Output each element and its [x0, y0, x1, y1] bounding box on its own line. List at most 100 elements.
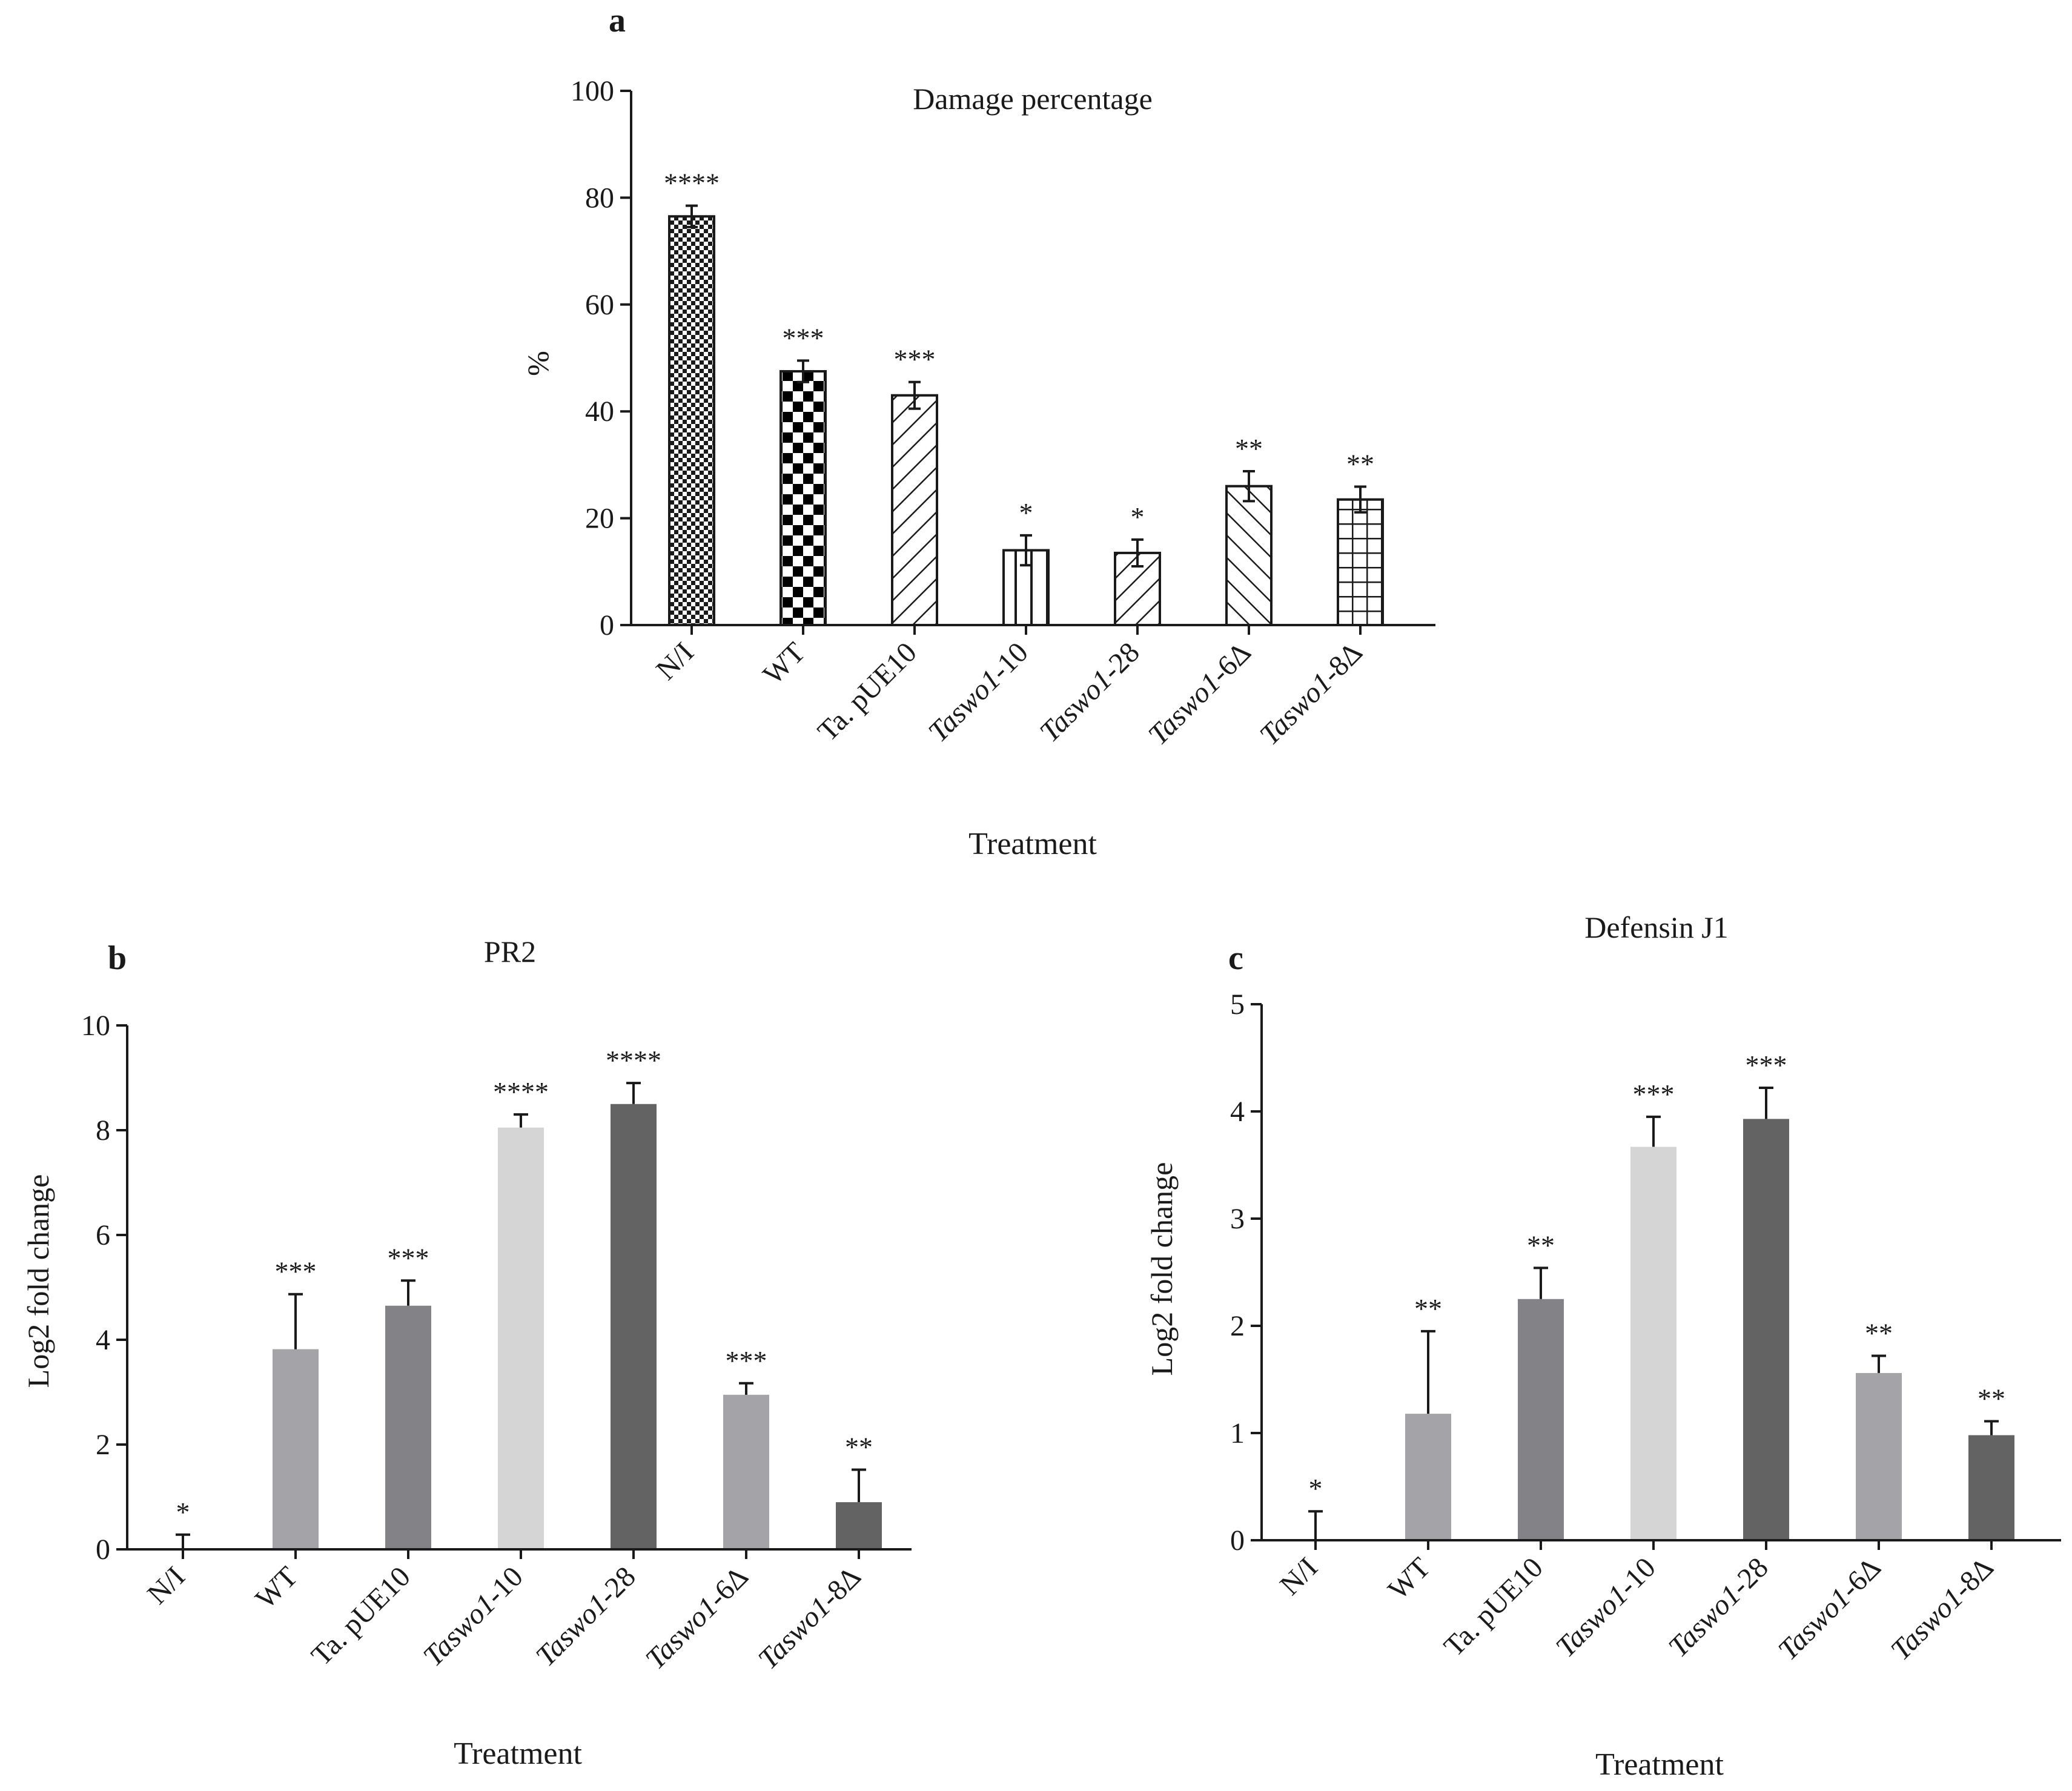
x-tick-label: Ta. pUE10 [1438, 1551, 1549, 1663]
x-tick-label: WT [757, 636, 812, 690]
bar [1743, 1119, 1789, 1540]
error-bar [1984, 1420, 1999, 1435]
y-tick-label: 0 [1230, 1525, 1245, 1557]
significance-label: ** [1346, 449, 1374, 480]
error-bar [1131, 538, 1144, 568]
error-bar [1759, 1087, 1773, 1119]
bars-a: *********** ***** [664, 168, 1384, 627]
significance-label: **** [664, 168, 720, 199]
x-tick-label: Taswo1-28 [1034, 636, 1146, 748]
significance-label: *** [894, 344, 936, 375]
y-tick-label: 100 [571, 75, 614, 107]
y-ticks-b: 0 2 4 6 8 10 [81, 1010, 127, 1566]
y-tick-label: 3 [1230, 1203, 1245, 1235]
panel-label-a: a [609, 2, 626, 39]
y-tick-label: 0 [96, 1534, 110, 1566]
significance-label: * [176, 1497, 190, 1528]
x-tick-label: Ta. pUE10 [305, 1560, 417, 1672]
significance-label: ** [1865, 1318, 1893, 1349]
x-axis-label-c: Treatment [1595, 1747, 1724, 1782]
significance-label: ** [1414, 1293, 1442, 1324]
bar [1630, 1147, 1676, 1540]
y-tick-label: 8 [96, 1114, 110, 1147]
y-tick-label: 1 [1230, 1417, 1245, 1449]
y-axis-label-b: Log2 fold change [21, 1174, 55, 1388]
panel-c: c Defensin J1 Log2 fold change Treatment… [1145, 910, 2061, 1782]
y-axis-label-c: Log2 fold change [1145, 1162, 1179, 1376]
x-tick-label: Taswo1-28 [1663, 1551, 1775, 1663]
x-tick-label: Taswo1-6Δ [1772, 1551, 1887, 1666]
y-tick-label: 4 [96, 1324, 110, 1356]
x-tick-label: Taswo1-10 [417, 1560, 529, 1672]
significance-label: **** [606, 1045, 661, 1076]
x-tick-label: Taswo1-10 [922, 636, 1034, 748]
panel-label-b: b [108, 939, 127, 977]
y-tick-label: 0 [600, 609, 614, 641]
x-tick-label: Taswo1-6Δ [640, 1560, 755, 1675]
bar [273, 1349, 319, 1549]
bars-b: **** **************** [176, 1045, 882, 1549]
y-tick-label: 5 [1230, 988, 1245, 1021]
x-ticks-b: N/I WT Ta. pUE10 Taswo1-10Taswo1-28Taswo1-6… [141, 1549, 867, 1675]
error-bar [739, 1382, 753, 1395]
bar [1968, 1435, 2014, 1540]
error-bar [1020, 534, 1032, 567]
bar [723, 1394, 769, 1549]
y-tick-label: 4 [1230, 1096, 1245, 1128]
y-tick-label: 2 [96, 1429, 110, 1461]
significance-label: * [1309, 1473, 1323, 1504]
error-bar [1421, 1329, 1435, 1414]
x-tick-label: WT [1382, 1551, 1437, 1606]
axes-a [630, 91, 1435, 626]
bars-c: *************** [1308, 1050, 2014, 1540]
error-bar [1243, 469, 1255, 503]
significance-label: * [1019, 497, 1033, 528]
significance-label: *** [388, 1242, 429, 1273]
error-bar [626, 1082, 641, 1104]
error-bar [797, 359, 809, 383]
significance-label: *** [783, 322, 824, 353]
significance-label: *** [1746, 1050, 1787, 1081]
bar [1856, 1372, 1902, 1540]
y-ticks-c: 0 1 2 3 4 5 [1230, 988, 1262, 1557]
panel-b: b PR2 Log2 fold change Treatment 0 2 4 6 8 10… [21, 935, 912, 1771]
x-ticks-c: N/I WT Ta. pUE10 Taswo1-10Taswo1-28Taswo1-6… [1274, 1540, 2000, 1666]
y-tick-label: 60 [585, 289, 614, 321]
significance-label: ** [1527, 1230, 1555, 1260]
significance-label: * [1131, 502, 1145, 532]
error-bar [288, 1293, 303, 1349]
panel-label-c: c [1228, 939, 1243, 977]
bar [611, 1104, 657, 1549]
x-tick-label: Taswo1-8Δ [1254, 636, 1369, 751]
bar [1405, 1414, 1451, 1540]
y-tick-label: 40 [585, 396, 614, 428]
x-tick-label: Taswo1-8Δ [1885, 1551, 2000, 1666]
significance-label: ** [845, 1432, 873, 1463]
y-tick-label: 6 [96, 1219, 110, 1251]
y-tick-label: 10 [81, 1010, 110, 1042]
bar [1518, 1299, 1564, 1540]
x-tick-label: Taswo1-28 [530, 1560, 642, 1672]
error-bar [909, 380, 921, 410]
error-bar [852, 1468, 866, 1503]
x-tick-label: Taswo1-8Δ [752, 1560, 867, 1675]
chart-title-c: Defensin J1 [1584, 910, 1728, 944]
x-axis-label-a: Treatment [968, 827, 1097, 861]
bar [891, 394, 938, 626]
error-bar [176, 1533, 190, 1549]
significance-label: *** [726, 1345, 767, 1376]
x-tick-label: Taswo1-10 [1550, 1551, 1662, 1663]
error-bar [514, 1113, 528, 1128]
error-bar [1308, 1510, 1323, 1540]
error-bar [1354, 485, 1366, 514]
x-tick-label: N/I [1274, 1551, 1324, 1601]
chart-title-b: PR2 [484, 935, 536, 968]
chart-title-a: Damage percentage [913, 82, 1153, 116]
x-tick-label: Taswo1-6Δ [1142, 636, 1257, 751]
y-axis-label-a: % [521, 351, 555, 376]
error-bar [1872, 1354, 1886, 1373]
y-tick-label: 2 [1230, 1310, 1245, 1342]
bar [1225, 485, 1273, 626]
y-tick-label: 20 [585, 503, 614, 535]
